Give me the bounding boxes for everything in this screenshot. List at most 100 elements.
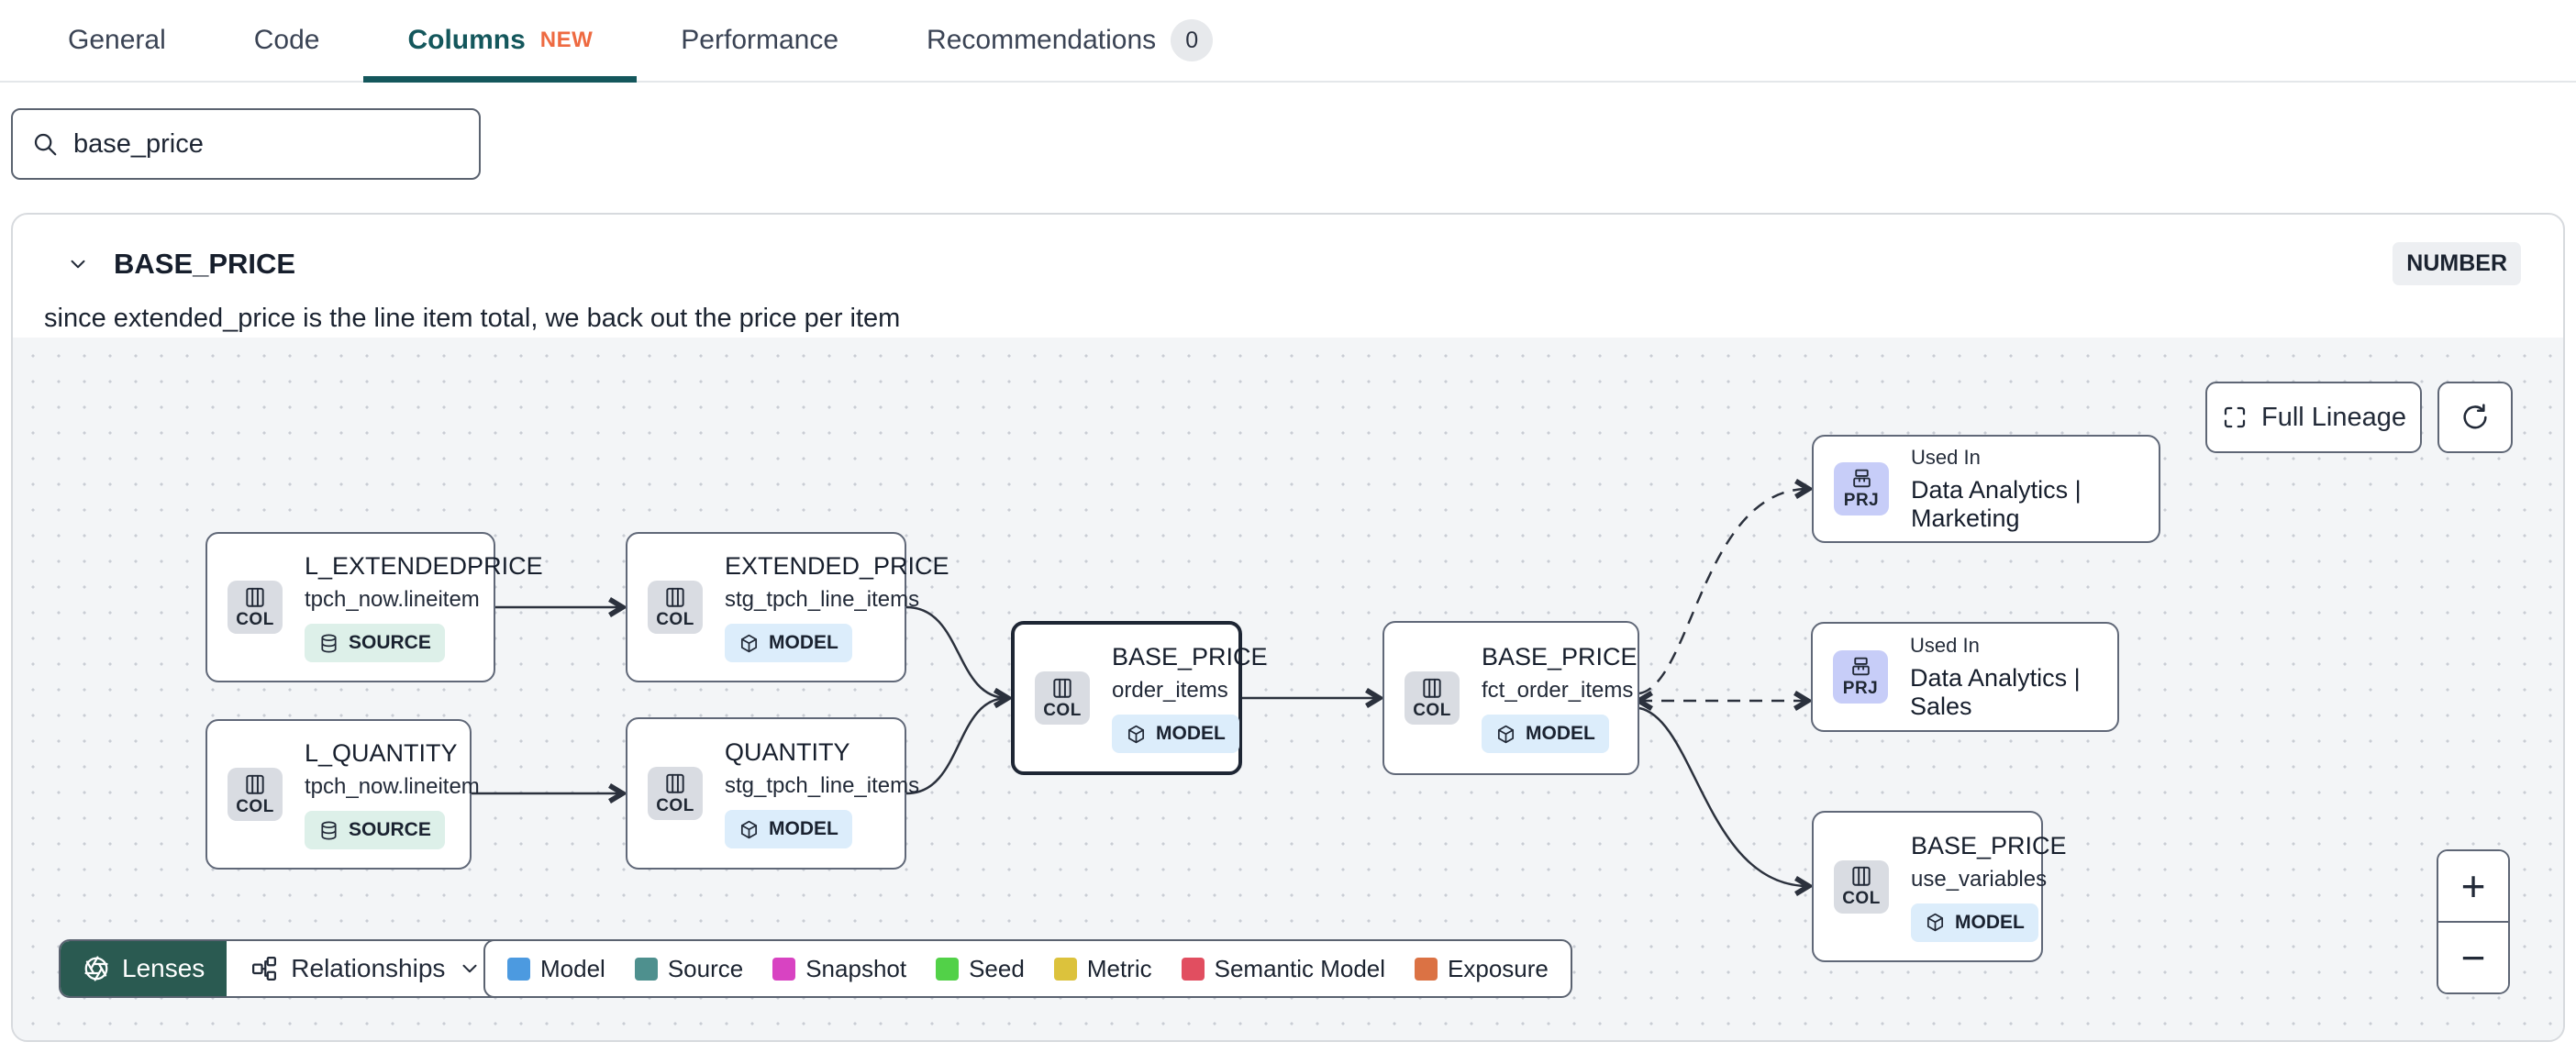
legend-swatch — [634, 957, 658, 981]
node-title: BASE_PRICE — [1482, 643, 1638, 671]
node-title: L_QUANTITY — [305, 739, 458, 767]
tab-label: Performance — [681, 25, 839, 55]
columns-icon — [1423, 678, 1441, 698]
col-badge-label: COL — [236, 796, 274, 816]
refresh-button[interactable] — [2437, 382, 2513, 453]
node-subtitle: fct_order_items — [1482, 678, 1634, 703]
tab-recommendations[interactable]: Recommendations 0 — [883, 0, 1257, 81]
lineage-node-l-quantity[interactable]: COL L_QUANTITY tpch_now.lineitem SOURCE — [205, 719, 480, 870]
node-subtitle: stg_tpch_line_items — [725, 587, 920, 612]
zoom-controls: + − — [2437, 849, 2510, 994]
expand-icon — [2224, 406, 2246, 428]
project-name: Data Analytics | Marketing — [1911, 475, 2082, 532]
node-body: EXTENDED_PRICE stg_tpch_line_items MODEL — [725, 552, 949, 662]
database-icon — [321, 634, 337, 652]
col-badge-label: COL — [1043, 700, 1082, 720]
zoom-out-button[interactable]: − — [2438, 921, 2508, 992]
columns-icon — [1852, 866, 1871, 886]
column-search-box[interactable] — [11, 108, 481, 180]
active-tab-underline — [363, 76, 638, 83]
zoom-in-button[interactable]: + — [2438, 851, 2508, 921]
column-name: BASE_PRICE — [114, 247, 296, 280]
project-icon — [1852, 469, 1871, 488]
lineage-edges — [472, 338, 2565, 1042]
lineage-node-used-in-marketing[interactable]: PRJ Used In Data Analytics | Marketing — [1812, 435, 2160, 543]
lineage-node-used-in-sales[interactable]: PRJ Used In Data Analytics | Sales — [1811, 622, 2119, 732]
lineage-node-base-price-fct-order-items[interactable]: COL BASE_PRICE fct_order_items MODEL — [1382, 621, 1639, 775]
count-badge: 0 — [1171, 19, 1214, 61]
relationships-label: Relationships — [291, 954, 446, 982]
chevron-down-icon — [462, 964, 477, 973]
lineage-node-quantity[interactable]: COL QUANTITY stg_tpch_line_items MODEL — [626, 717, 919, 870]
legend-item-seed: Seed — [936, 955, 1025, 983]
source-pill: SOURCE — [305, 624, 445, 662]
full-lineage-button[interactable]: Full Lineage — [2205, 382, 2422, 453]
lineage-node-base-price-order-items[interactable]: COL BASE_PRICE order_items MODEL — [1011, 621, 1268, 775]
source-pill: SOURCE — [305, 811, 445, 849]
model-pill: MODEL — [1112, 715, 1239, 753]
search-input[interactable] — [73, 128, 461, 160]
tab-label: Recommendations — [927, 25, 1157, 55]
node-title: EXTENDED_PRICE — [725, 552, 949, 580]
chevron-down-icon[interactable] — [66, 252, 90, 276]
model-icon — [1926, 913, 1944, 932]
lineage-node-l-extendedprice[interactable]: COL L_EXTENDEDPRICE tpch_now.lineitem SO… — [205, 532, 543, 682]
legend-swatch — [1181, 957, 1205, 981]
lenses-label: Lenses — [122, 954, 205, 982]
prj-badge: PRJ — [1833, 650, 1888, 704]
refresh-icon — [2463, 404, 2487, 429]
model-pill-label: MODEL — [769, 632, 838, 653]
tab-label: General — [68, 25, 166, 55]
columns-icon — [246, 774, 264, 794]
model-icon — [1127, 725, 1145, 743]
legend-item-snapshot: Snapshot — [772, 955, 906, 983]
node-subtitle: order_items — [1112, 678, 1228, 703]
model-pill-label: MODEL — [1526, 723, 1595, 744]
lenses-button[interactable]: Lenses — [61, 941, 228, 996]
legend-item-model: Model — [507, 955, 605, 983]
col-badge-label: COL — [1413, 700, 1451, 720]
node-body: Used In Data Analytics | Marketing — [1911, 446, 2138, 533]
col-badge: COL — [228, 768, 283, 821]
model-icon — [740, 820, 758, 838]
node-subtitle: stg_tpch_line_items — [725, 773, 920, 798]
columns-icon — [666, 773, 684, 793]
node-body: L_EXTENDEDPRICE tpch_now.lineitem SOURCE — [305, 552, 543, 662]
prj-badge-label: PRJ — [1842, 679, 1879, 698]
column-type-badge: NUMBER — [2393, 242, 2521, 285]
tab-general[interactable]: General — [24, 0, 210, 81]
tab-label: Code — [253, 25, 320, 55]
model-pill: MODEL — [1482, 715, 1609, 753]
tab-code[interactable]: Code — [210, 0, 364, 81]
node-title: QUANTITY — [725, 738, 850, 766]
tab-performance[interactable]: Performance — [637, 0, 883, 81]
model-pill: MODEL — [725, 624, 852, 662]
node-title: L_EXTENDEDPRICE — [305, 552, 543, 580]
lineage-canvas[interactable]: COL L_EXTENDEDPRICE tpch_now.lineitem SO… — [13, 338, 2563, 1040]
resource-legend: Model Source Snapshot Seed Metric — [483, 939, 1572, 998]
legend-swatch — [1053, 957, 1077, 981]
legend-item-metric: Metric — [1053, 955, 1152, 983]
column-card-header: BASE_PRICE NUMBER — [13, 215, 2563, 285]
model-icon — [1497, 725, 1515, 743]
database-icon — [321, 821, 337, 839]
lens-controls: Lenses Relationships — [59, 939, 508, 998]
col-badge-label: COL — [236, 609, 274, 629]
source-pill-label: SOURCE — [349, 819, 431, 840]
used-in-label: Used In — [1910, 633, 1980, 657]
columns-icon — [1053, 678, 1071, 698]
tab-bar: General Code Columns NEW Performance Rec… — [0, 0, 2576, 83]
relationships-dropdown[interactable]: Relationships — [227, 941, 506, 996]
lineage-node-extended-price[interactable]: COL EXTENDED_PRICE stg_tpch_line_items M… — [626, 532, 949, 682]
legend-swatch — [1415, 957, 1438, 981]
full-lineage-label: Full Lineage — [2261, 402, 2406, 432]
source-pill-label: SOURCE — [349, 632, 431, 653]
col-badge-label: COL — [656, 609, 694, 629]
model-icon — [740, 634, 758, 652]
lineage-node-base-price-use-variables[interactable]: COL BASE_PRICE use_variables MODEL — [1812, 811, 2067, 962]
tab-columns[interactable]: Columns NEW — [363, 0, 638, 83]
model-pill-label: MODEL — [1156, 723, 1226, 744]
node-body: QUANTITY stg_tpch_line_items MODEL — [725, 738, 919, 848]
node-subtitle: use_variables — [1911, 866, 2048, 892]
node-body: L_QUANTITY tpch_now.lineitem SOURCE — [305, 739, 480, 849]
